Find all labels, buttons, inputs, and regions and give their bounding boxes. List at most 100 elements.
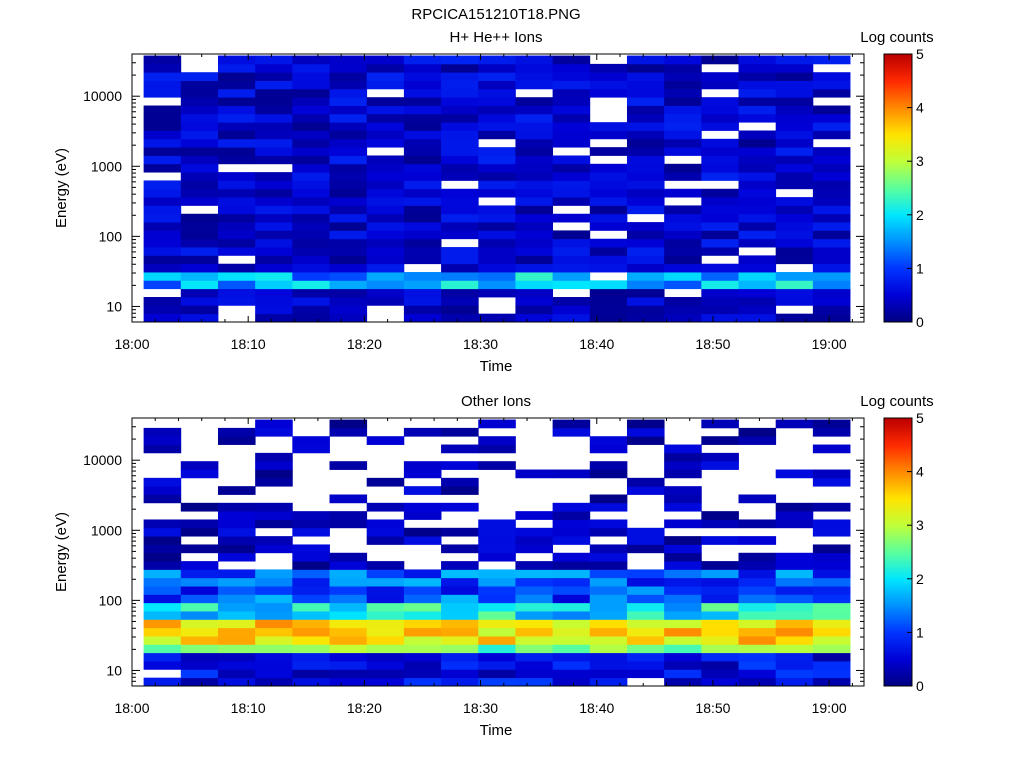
heatmap-cell bbox=[626, 122, 665, 131]
y-tick-label: 10 bbox=[106, 662, 122, 678]
heatmap-cell bbox=[329, 297, 368, 306]
heatmap-cell bbox=[255, 594, 293, 604]
heatmap-cell bbox=[664, 230, 702, 240]
heatmap-cell bbox=[812, 444, 851, 454]
heatmap-cell bbox=[552, 586, 591, 595]
heatmap-cell bbox=[143, 536, 182, 545]
heatmap-cell bbox=[329, 197, 368, 206]
panel-title: Other Ions bbox=[461, 393, 531, 410]
heatmap-cell bbox=[738, 669, 777, 679]
heatmap-cell bbox=[180, 180, 219, 190]
heatmap-cell bbox=[775, 619, 814, 629]
heatmap-cell bbox=[664, 55, 702, 65]
colorbar-swatch bbox=[884, 505, 912, 508]
heatmap-cell bbox=[403, 222, 442, 231]
heatmap-cell bbox=[255, 652, 293, 662]
heatmap-cell bbox=[701, 280, 739, 290]
heatmap-cell bbox=[589, 288, 628, 298]
heatmap-cell bbox=[143, 602, 182, 612]
heatmap-cell bbox=[589, 602, 628, 612]
heatmap-cell bbox=[812, 180, 851, 190]
heatmap-cell bbox=[515, 644, 554, 654]
heatmap-cell bbox=[292, 113, 330, 123]
heatmap-cell bbox=[441, 602, 479, 612]
heatmap-cell bbox=[552, 502, 591, 512]
heatmap-cell bbox=[403, 88, 442, 98]
heatmap-cell bbox=[478, 155, 516, 165]
heatmap-cell bbox=[403, 427, 442, 437]
heatmap-cell bbox=[366, 72, 405, 81]
heatmap-cell bbox=[701, 569, 739, 579]
heatmap-cell bbox=[701, 188, 739, 198]
heatmap-cell bbox=[478, 677, 516, 687]
x-tick-label: 18:20 bbox=[347, 336, 382, 352]
heatmap-cell bbox=[626, 97, 665, 106]
heatmap-cell bbox=[403, 105, 442, 115]
colorbar-swatch bbox=[884, 514, 912, 517]
heatmap-cell bbox=[255, 97, 293, 106]
heatmap-cell bbox=[143, 155, 182, 165]
x-tick-label: 18:40 bbox=[579, 700, 614, 716]
heatmap-cell bbox=[738, 55, 777, 65]
colorbar-swatch bbox=[884, 136, 912, 140]
heatmap-cell bbox=[292, 55, 330, 65]
colorbar-swatch bbox=[884, 163, 912, 167]
heatmap-cell bbox=[626, 72, 665, 81]
heatmap-cell bbox=[738, 627, 777, 637]
heatmap-cell bbox=[478, 247, 516, 256]
colorbar-swatch bbox=[884, 645, 912, 649]
heatmap-cell bbox=[366, 122, 405, 131]
heatmap-cell bbox=[626, 163, 665, 173]
heatmap-cell bbox=[217, 544, 256, 554]
heatmap-cell bbox=[255, 669, 293, 679]
heatmap-cell bbox=[180, 272, 219, 281]
heatmap-cell bbox=[515, 511, 554, 520]
heatmap-cell bbox=[478, 436, 516, 445]
heatmap-cell bbox=[329, 122, 368, 131]
heatmap-cell bbox=[478, 113, 516, 123]
colorbar-swatch bbox=[884, 520, 912, 524]
heatmap-cell bbox=[626, 113, 665, 123]
colorbar: 0 1 2 3 4 5 bbox=[883, 410, 924, 694]
colorbar-tick-label: 1 bbox=[916, 624, 924, 640]
heatmap-cell bbox=[775, 511, 814, 520]
heatmap-cell bbox=[515, 72, 554, 81]
colorbar-swatch bbox=[884, 558, 912, 562]
heatmap-cell bbox=[664, 569, 702, 579]
heatmap-cell bbox=[552, 72, 591, 81]
heatmap-cell bbox=[292, 594, 330, 604]
colorbar-swatch bbox=[884, 199, 912, 202]
heatmap-cell bbox=[738, 63, 777, 73]
heatmap-cell bbox=[441, 577, 479, 587]
heatmap-cell bbox=[180, 527, 219, 537]
colorbar-swatch bbox=[884, 252, 912, 256]
heatmap-cell bbox=[701, 80, 739, 90]
heatmap-cell bbox=[589, 222, 628, 231]
heatmap-cell bbox=[478, 255, 516, 265]
heatmap-cell bbox=[292, 511, 330, 520]
heatmap-cell bbox=[552, 63, 591, 73]
heatmap-cell bbox=[143, 661, 182, 670]
heatmap-cell bbox=[329, 147, 368, 156]
heatmap-cell bbox=[329, 419, 368, 429]
heatmap-cell bbox=[180, 313, 219, 323]
heatmap-cell bbox=[143, 313, 182, 323]
heatmap-cell bbox=[329, 172, 368, 181]
heatmap-cell bbox=[552, 188, 591, 198]
heatmap-cell bbox=[329, 188, 368, 198]
colorbar-swatch bbox=[884, 228, 912, 231]
heatmap-cell bbox=[626, 527, 665, 537]
heatmap-cell bbox=[180, 519, 219, 529]
heatmap-cell bbox=[478, 272, 516, 281]
heatmap-cell bbox=[143, 486, 182, 495]
heatmap-cell bbox=[403, 569, 442, 579]
heatmap-cell bbox=[701, 97, 739, 106]
heatmap-cell bbox=[366, 627, 405, 637]
heatmap-cell bbox=[701, 230, 739, 240]
colorbar-swatch bbox=[884, 420, 912, 423]
heatmap-cell bbox=[217, 486, 256, 495]
heatmap-cell bbox=[217, 677, 256, 687]
heatmap-cell bbox=[812, 661, 851, 670]
heatmap-cell bbox=[589, 263, 628, 273]
heatmap-cell bbox=[255, 72, 293, 81]
